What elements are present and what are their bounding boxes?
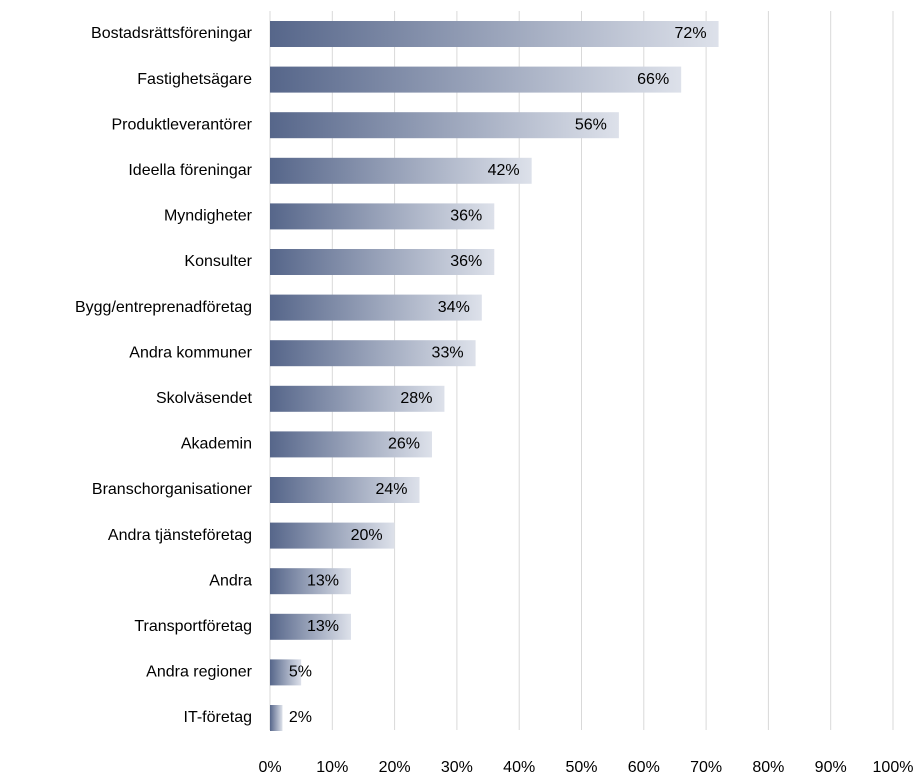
bar (270, 613, 351, 640)
bar (270, 705, 283, 731)
bar (270, 340, 476, 367)
data-label: 56% (575, 116, 607, 133)
x-tick-label: 40% (503, 759, 535, 773)
y-tick-label: Fastighetsägare (137, 71, 252, 88)
bar (270, 249, 495, 275)
x-tick-label: 0% (258, 759, 281, 773)
bar (270, 522, 395, 549)
x-tick-label: 60% (628, 759, 660, 773)
x-tick-label: 50% (565, 759, 597, 773)
y-tick-label: Bygg/entreprenadföretag (75, 299, 252, 316)
data-label: 13% (307, 618, 339, 635)
data-label: 34% (438, 299, 470, 316)
bar (270, 66, 682, 93)
data-label: 33% (432, 344, 464, 361)
x-tick-label: 100% (873, 759, 914, 773)
data-label: 72% (675, 25, 707, 42)
bars: 72% 66% 56% 42% 36% 36% 34% 33% 28% 26% 24% 20% 13% 1… (270, 21, 719, 731)
y-tick-label: Branschorganisationer (92, 481, 253, 498)
y-tick-label: Andra regioner (146, 664, 253, 681)
data-label: 26% (388, 436, 420, 453)
bar (270, 294, 482, 321)
y-tick-label: Konsulter (184, 253, 252, 270)
x-tick-label: 10% (316, 759, 348, 773)
y-tick-label: Andra (209, 572, 252, 589)
y-tick-label: Andra kommuner (129, 344, 252, 361)
data-label: 36% (450, 208, 482, 225)
bar (270, 477, 420, 503)
bar (270, 431, 432, 458)
y-tick-label: Akademin (181, 436, 252, 453)
bar (270, 568, 351, 595)
x-tick-label: 80% (752, 759, 784, 773)
bar (270, 112, 619, 139)
y-tick-label: Myndigheter (164, 208, 253, 225)
data-label: 2% (289, 709, 312, 726)
y-tick-label: Andra tjänsteföretag (108, 527, 252, 544)
data-label: 24% (375, 481, 407, 498)
y-tick-label: Bostadsrättsföreningar (91, 25, 253, 42)
y-tick-label: Skolväsendet (156, 390, 253, 407)
y-tick-label: Transportföretag (134, 618, 252, 635)
bar (270, 21, 719, 47)
data-label: 20% (351, 527, 383, 544)
x-tick-label: 70% (690, 759, 722, 773)
bar (270, 203, 495, 230)
y-tick-label: Ideella föreningar (128, 162, 252, 179)
x-tick-label: 90% (815, 759, 847, 773)
data-label: 28% (400, 390, 432, 407)
x-tick-label: 30% (441, 759, 473, 773)
data-label: 36% (450, 253, 482, 270)
data-label: 66% (637, 71, 669, 88)
y-tick-label: Produktleverantörer (111, 116, 252, 133)
data-label: 42% (488, 162, 520, 179)
bar (270, 385, 445, 412)
data-label: 13% (307, 572, 339, 589)
data-label: 5% (289, 664, 312, 681)
bar (270, 659, 302, 686)
bar (270, 157, 532, 184)
x-tick-label: 20% (379, 759, 411, 773)
y-tick-label: IT-företag (184, 709, 252, 726)
